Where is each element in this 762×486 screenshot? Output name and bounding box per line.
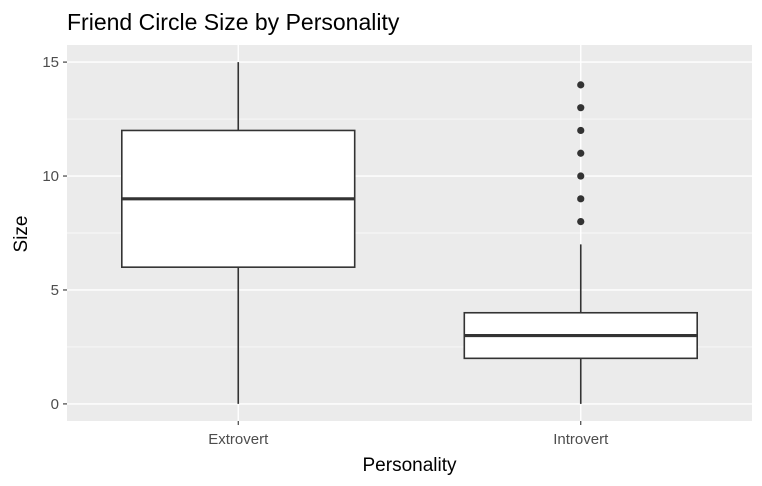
x-axis: Extrovert Introvert [208, 421, 609, 448]
box-extrovert [121, 62, 356, 404]
outlier-point [577, 126, 585, 135]
outlier-point [577, 81, 585, 89]
outlier-point [577, 218, 585, 226]
y-axis: 0 5 10 15 [42, 54, 67, 413]
y-axis-title: Size [11, 216, 32, 253]
x-tick-label: Extrovert [208, 431, 269, 448]
outlier-point [577, 172, 585, 180]
y-tick-label: 15 [42, 54, 59, 71]
boxes [121, 62, 698, 404]
x-tick-label: Introvert [553, 431, 609, 448]
x-axis-title: Personality [363, 455, 457, 476]
chart-title: Friend Circle Size by Personality [67, 9, 400, 35]
outlier-point [577, 149, 585, 157]
y-tick-label: 0 [51, 396, 59, 413]
box-introvert [463, 81, 698, 404]
outlier-point [577, 104, 585, 112]
outlier-point [577, 195, 585, 203]
y-tick-label: 5 [51, 282, 59, 299]
y-tick-label: 10 [42, 168, 59, 185]
